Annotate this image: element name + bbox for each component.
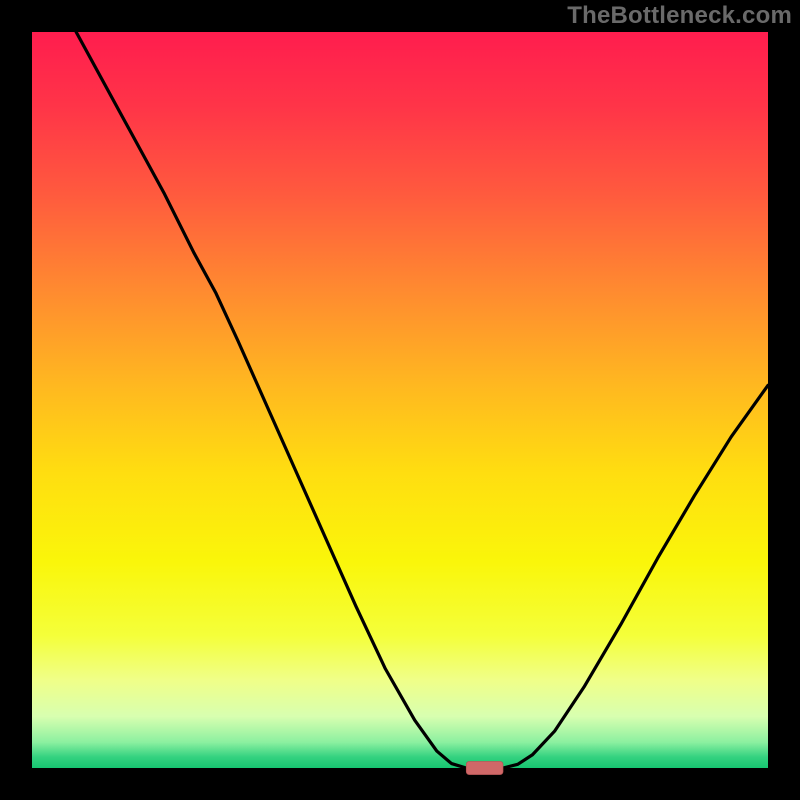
chart-container: { "watermark": "TheBottleneck.com", "cha…	[0, 0, 800, 800]
bottleneck-chart	[0, 0, 800, 800]
watermark-label: TheBottleneck.com	[567, 2, 792, 30]
optimal-marker	[466, 761, 503, 774]
plot-background	[32, 32, 768, 768]
